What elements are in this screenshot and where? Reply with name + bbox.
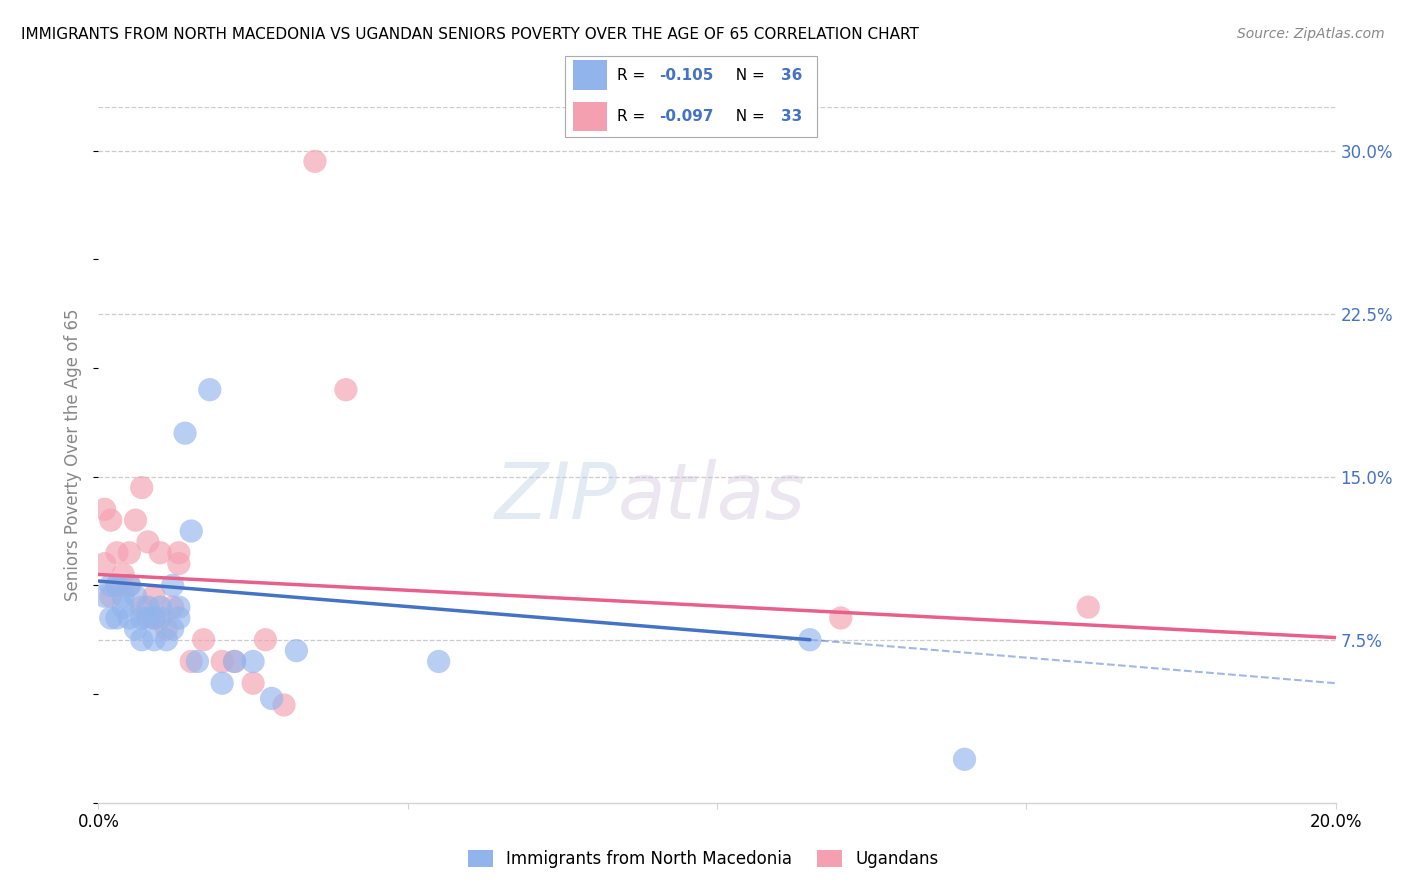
Point (100, 611, 122, 625)
Point (193, 632, 215, 647)
Point (254, 632, 277, 647)
Point (953, 752, 976, 766)
Text: IMMIGRANTS FROM NORTH MACEDONIA VS UGANDAN SENIORS POVERTY OVER THE AGE OF 65 CO: IMMIGRANTS FROM NORTH MACEDONIA VS UGAND… (21, 27, 920, 42)
Point (180, 655, 202, 669)
Legend: Immigrants from North Macedonia, Ugandans: Immigrants from North Macedonia, Ugandan… (461, 843, 945, 875)
Point (124, 589, 146, 603)
Point (155, 632, 177, 647)
Point (211, 655, 233, 669)
Point (224, 655, 246, 669)
Point (285, 643, 308, 657)
Point (112, 567, 135, 582)
Text: N =: N = (727, 68, 770, 83)
Point (143, 632, 166, 647)
Point (136, 611, 159, 625)
Point (242, 655, 264, 669)
Point (335, 383, 357, 397)
Text: atlas: atlas (619, 458, 806, 534)
Text: ZIP: ZIP (495, 458, 619, 534)
Point (112, 589, 135, 603)
Text: 36: 36 (780, 68, 803, 83)
Point (131, 611, 153, 625)
Text: -0.105: -0.105 (658, 68, 713, 83)
FancyBboxPatch shape (565, 56, 817, 136)
Point (100, 513, 122, 527)
Text: Source: ZipAtlas.com: Source: ZipAtlas.com (1237, 27, 1385, 41)
Point (100, 578, 122, 592)
Point (124, 622, 146, 636)
Point (105, 578, 128, 592)
Point (167, 600, 190, 615)
Point (799, 632, 821, 647)
Point (304, 154, 326, 169)
Bar (572, 102, 606, 131)
Point (131, 481, 153, 495)
Point (143, 611, 166, 625)
Point (136, 600, 159, 615)
Point (93, 557, 115, 571)
Point (149, 546, 172, 560)
Point (131, 600, 153, 615)
Point (155, 622, 177, 636)
Point (143, 589, 166, 603)
Point (198, 383, 221, 397)
Point (124, 513, 146, 527)
Point (100, 589, 122, 603)
Y-axis label: Seniors Poverty Over the Age of 65: Seniors Poverty Over the Age of 65 (65, 309, 83, 601)
Point (174, 426, 197, 441)
Point (167, 546, 190, 560)
Point (260, 691, 283, 706)
Point (112, 600, 135, 615)
Text: R =: R = (617, 68, 650, 83)
Point (830, 611, 852, 625)
Point (93, 502, 115, 516)
Point (118, 546, 141, 560)
Point (118, 578, 141, 592)
Point (105, 546, 128, 560)
Point (105, 611, 128, 625)
Bar (572, 61, 606, 90)
Point (162, 600, 184, 615)
Point (118, 611, 141, 625)
Text: 33: 33 (780, 109, 803, 124)
Point (273, 698, 295, 712)
Point (427, 655, 450, 669)
Point (180, 524, 202, 538)
Point (105, 578, 128, 592)
Point (143, 611, 166, 625)
Point (167, 611, 190, 625)
Point (131, 632, 153, 647)
Point (149, 600, 172, 615)
Point (1077, 600, 1099, 615)
Point (224, 655, 246, 669)
Point (162, 622, 184, 636)
Point (167, 557, 190, 571)
Point (149, 611, 172, 625)
Point (118, 578, 141, 592)
Point (242, 676, 264, 690)
Point (211, 676, 233, 690)
Point (136, 535, 159, 549)
Point (93, 589, 115, 603)
Point (186, 655, 208, 669)
Text: N =: N = (727, 109, 770, 124)
Text: -0.097: -0.097 (658, 109, 713, 124)
Point (162, 578, 184, 592)
Text: R =: R = (617, 109, 650, 124)
